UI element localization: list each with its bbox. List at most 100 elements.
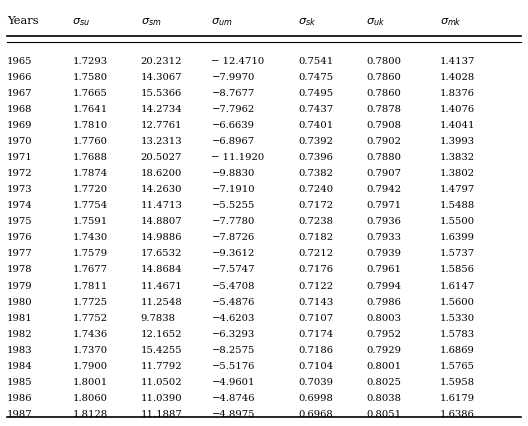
Text: 14.2734: 14.2734 bbox=[140, 105, 182, 114]
Text: 1972: 1972 bbox=[7, 169, 32, 178]
Text: 11.0390: 11.0390 bbox=[140, 393, 182, 402]
Text: 0.7929: 0.7929 bbox=[366, 345, 401, 354]
Text: 1968: 1968 bbox=[7, 105, 32, 114]
Text: 14.9886: 14.9886 bbox=[140, 233, 182, 242]
Text: 1986: 1986 bbox=[7, 393, 32, 402]
Text: 1.7436: 1.7436 bbox=[72, 329, 107, 338]
Text: $\sigma_{um}$: $\sigma_{um}$ bbox=[212, 16, 233, 28]
Text: 0.7186: 0.7186 bbox=[298, 345, 333, 354]
Text: 0.7396: 0.7396 bbox=[298, 153, 333, 162]
Text: 1965: 1965 bbox=[7, 57, 32, 66]
Text: 1.7677: 1.7677 bbox=[72, 265, 107, 274]
Text: 0.7952: 0.7952 bbox=[366, 329, 401, 338]
Text: $\sigma_{mk}$: $\sigma_{mk}$ bbox=[440, 16, 462, 28]
Text: 0.7860: 0.7860 bbox=[366, 73, 401, 82]
Text: 0.7902: 0.7902 bbox=[366, 137, 401, 146]
Text: 0.8038: 0.8038 bbox=[366, 393, 401, 402]
Text: 1.5856: 1.5856 bbox=[440, 265, 475, 274]
Text: 14.8807: 14.8807 bbox=[140, 217, 182, 226]
Text: 1.4076: 1.4076 bbox=[440, 105, 475, 114]
Text: 0.7907: 0.7907 bbox=[366, 169, 401, 178]
Text: −6.8967: −6.8967 bbox=[212, 137, 254, 146]
Text: 11.4713: 11.4713 bbox=[140, 201, 183, 210]
Text: −4.9601: −4.9601 bbox=[212, 377, 255, 386]
Text: 1983: 1983 bbox=[7, 345, 32, 354]
Text: 0.7143: 0.7143 bbox=[298, 297, 333, 306]
Text: 0.7860: 0.7860 bbox=[366, 89, 401, 98]
Text: 0.7401: 0.7401 bbox=[298, 121, 333, 130]
Text: 1.7760: 1.7760 bbox=[72, 137, 107, 146]
Text: 1973: 1973 bbox=[7, 185, 32, 194]
Text: 1.7810: 1.7810 bbox=[72, 121, 108, 130]
Text: 1.5600: 1.5600 bbox=[440, 297, 475, 306]
Text: 1.8060: 1.8060 bbox=[72, 393, 107, 402]
Text: 0.7908: 0.7908 bbox=[366, 121, 401, 130]
Text: − 11.1920: − 11.1920 bbox=[212, 153, 265, 162]
Text: 1982: 1982 bbox=[7, 329, 32, 338]
Text: 1.7754: 1.7754 bbox=[72, 201, 108, 210]
Text: −5.5255: −5.5255 bbox=[212, 201, 255, 210]
Text: 1.3993: 1.3993 bbox=[440, 137, 475, 146]
Text: 1.5958: 1.5958 bbox=[440, 377, 475, 386]
Text: 1.4041: 1.4041 bbox=[440, 121, 475, 130]
Text: 12.1652: 12.1652 bbox=[140, 329, 182, 338]
Text: 1980: 1980 bbox=[7, 297, 32, 306]
Text: 11.1887: 11.1887 bbox=[140, 409, 182, 418]
Text: 15.4255: 15.4255 bbox=[140, 345, 182, 354]
Text: −7.8726: −7.8726 bbox=[212, 233, 254, 242]
Text: 1.6399: 1.6399 bbox=[440, 233, 475, 242]
Text: 1.5783: 1.5783 bbox=[440, 329, 475, 338]
Text: −7.1910: −7.1910 bbox=[212, 185, 255, 194]
Text: 11.0502: 11.0502 bbox=[140, 377, 182, 386]
Text: 1.8376: 1.8376 bbox=[440, 89, 475, 98]
Text: 1.5488: 1.5488 bbox=[440, 201, 475, 210]
Text: 14.2630: 14.2630 bbox=[140, 185, 182, 194]
Text: $\sigma_{su}$: $\sigma_{su}$ bbox=[72, 16, 90, 28]
Text: 11.2548: 11.2548 bbox=[140, 297, 182, 306]
Text: 1.7580: 1.7580 bbox=[72, 73, 107, 82]
Text: 0.8001: 0.8001 bbox=[366, 361, 401, 370]
Text: 0.7107: 0.7107 bbox=[298, 313, 333, 322]
Text: 1984: 1984 bbox=[7, 361, 32, 370]
Text: 0.7961: 0.7961 bbox=[366, 265, 401, 274]
Text: 1.6386: 1.6386 bbox=[440, 409, 475, 418]
Text: −4.6203: −4.6203 bbox=[212, 313, 255, 322]
Text: 17.6532: 17.6532 bbox=[140, 249, 182, 258]
Text: 1985: 1985 bbox=[7, 377, 32, 386]
Text: 1.7665: 1.7665 bbox=[72, 89, 107, 98]
Text: 1.4797: 1.4797 bbox=[440, 185, 475, 194]
Text: 1.8001: 1.8001 bbox=[72, 377, 108, 386]
Text: Years: Years bbox=[7, 16, 38, 26]
Text: −6.3293: −6.3293 bbox=[212, 329, 254, 338]
Text: 1.7293: 1.7293 bbox=[72, 57, 107, 66]
Text: 1.7688: 1.7688 bbox=[72, 153, 107, 162]
Text: 0.7437: 0.7437 bbox=[298, 105, 333, 114]
Text: 0.7939: 0.7939 bbox=[366, 249, 401, 258]
Text: −4.8746: −4.8746 bbox=[212, 393, 255, 402]
Text: 1.6179: 1.6179 bbox=[440, 393, 475, 402]
Text: 1.7591: 1.7591 bbox=[72, 217, 108, 226]
Text: 20.5027: 20.5027 bbox=[140, 153, 182, 162]
Text: 1979: 1979 bbox=[7, 281, 32, 290]
Text: −7.5747: −7.5747 bbox=[212, 265, 255, 274]
Text: 0.7039: 0.7039 bbox=[298, 377, 333, 386]
Text: −9.8830: −9.8830 bbox=[212, 169, 255, 178]
Text: 1.7579: 1.7579 bbox=[72, 249, 107, 258]
Text: 0.7238: 0.7238 bbox=[298, 217, 333, 226]
Text: 1977: 1977 bbox=[7, 249, 32, 258]
Text: 1971: 1971 bbox=[7, 153, 32, 162]
Text: 1.3802: 1.3802 bbox=[440, 169, 475, 178]
Text: −7.9970: −7.9970 bbox=[212, 73, 255, 82]
Text: 14.8684: 14.8684 bbox=[140, 265, 182, 274]
Text: −7.7780: −7.7780 bbox=[212, 217, 255, 226]
Text: 1.7370: 1.7370 bbox=[72, 345, 107, 354]
Text: $\sigma_{sm}$: $\sigma_{sm}$ bbox=[140, 16, 161, 28]
Text: 0.7942: 0.7942 bbox=[366, 185, 401, 194]
Text: −4.8975: −4.8975 bbox=[212, 409, 255, 418]
Text: 0.7541: 0.7541 bbox=[298, 57, 333, 66]
Text: −5.4708: −5.4708 bbox=[212, 281, 255, 290]
Text: 0.7800: 0.7800 bbox=[366, 57, 401, 66]
Text: 0.8025: 0.8025 bbox=[366, 377, 401, 386]
Text: 0.7182: 0.7182 bbox=[298, 233, 333, 242]
Text: 1987: 1987 bbox=[7, 409, 32, 418]
